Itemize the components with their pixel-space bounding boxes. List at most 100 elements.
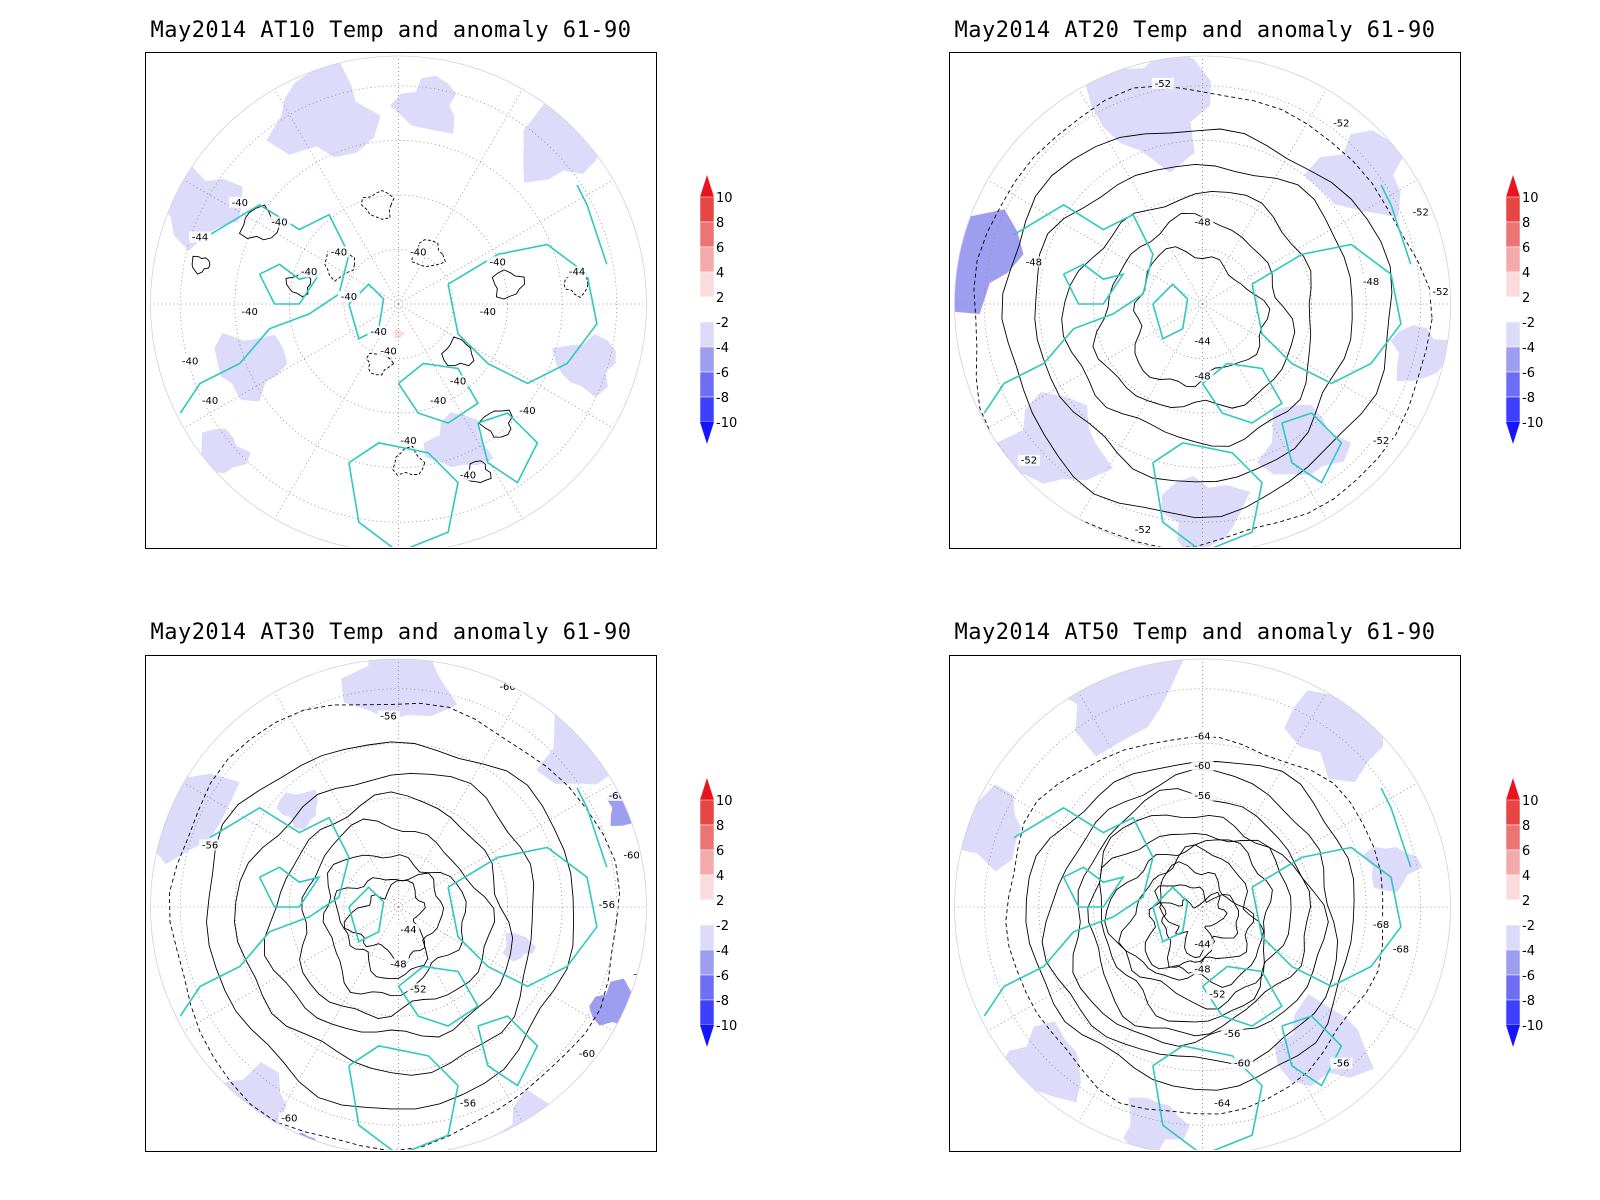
meridian-line bbox=[1202, 906, 1418, 1032]
temperature-contour bbox=[234, 772, 535, 1076]
contour-label: -44 bbox=[569, 267, 585, 278]
colorbar-tick-label: -2 bbox=[1522, 919, 1535, 934]
colorbar-arrow-top bbox=[1506, 175, 1520, 197]
coastline bbox=[1251, 243, 1402, 385]
contour-label: -60 bbox=[1234, 1059, 1250, 1070]
panel-title: May2014 AT50 Temp and anomaly 61-90 bbox=[954, 620, 1436, 645]
coastline bbox=[179, 806, 350, 1017]
colorbar-segment bbox=[699, 196, 715, 223]
coastline bbox=[983, 806, 1154, 1017]
colorbar-tick-label: -8 bbox=[1522, 994, 1535, 1009]
panel-title: May2014 AT10 Temp and anomaly 61-90 bbox=[150, 18, 632, 43]
colorbar-tick-label: 6 bbox=[716, 241, 724, 256]
meridian-line bbox=[1078, 692, 1203, 908]
colorbar-tick-label: -4 bbox=[716, 944, 729, 959]
contour-label: -60 bbox=[281, 1113, 297, 1124]
map-boundary bbox=[150, 55, 647, 547]
coastline bbox=[447, 243, 598, 385]
temperature-contour bbox=[973, 85, 1433, 547]
colorbar-segment bbox=[1505, 371, 1521, 398]
contour-label: -40 bbox=[480, 307, 496, 318]
map-frame: -40 -40 -40 -44 -40 -40 -40 -40 -44 -40 -40 -40 -40-… bbox=[145, 52, 657, 549]
anomaly-region bbox=[390, 75, 457, 134]
colorbar-tick-label: 8 bbox=[716, 819, 724, 834]
colorbar-tick-label: -8 bbox=[716, 391, 729, 406]
contour-label: -40 bbox=[400, 436, 416, 447]
colorbar-tick-label: 6 bbox=[1522, 844, 1530, 859]
contour-label: -56 bbox=[1194, 791, 1210, 802]
anomaly-colorbar: 10 8 6 4 2 -2 -4 -6 -8 -10 bbox=[699, 175, 760, 465]
colorbar-arrow-top bbox=[700, 175, 714, 197]
panel-title: May2014 AT30 Temp and anomaly 61-90 bbox=[150, 620, 632, 645]
contour-label: -40 bbox=[450, 376, 466, 387]
colorbar-tick-label: 10 bbox=[1522, 191, 1539, 206]
colorbar-tick-label: 10 bbox=[716, 191, 733, 206]
meridian-line bbox=[183, 303, 399, 429]
temperature-contour bbox=[1061, 190, 1312, 447]
meridian-line bbox=[1202, 692, 1327, 908]
meridian-line bbox=[1202, 782, 1418, 908]
temperature-contour bbox=[1118, 844, 1265, 988]
map-content: -60-56-60-56-60-56-44-48-52-60-60-56-60 bbox=[150, 659, 647, 1150]
colorbar-segment bbox=[699, 296, 715, 323]
panel-title: May2014 AT20 Temp and anomaly 61-90 bbox=[954, 18, 1436, 43]
temperature-contour bbox=[1104, 839, 1273, 1010]
meridian-line bbox=[1078, 89, 1203, 305]
coastline bbox=[397, 965, 479, 1027]
temperature-contour bbox=[1034, 163, 1353, 483]
coastline bbox=[1152, 283, 1189, 340]
anomaly-region bbox=[266, 59, 381, 158]
colorbar-segment bbox=[699, 246, 715, 273]
colorbar-arrow-bottom bbox=[1506, 1025, 1520, 1047]
temperature-contour bbox=[206, 741, 575, 1110]
meridian-line bbox=[1078, 906, 1203, 1122]
anomaly-region bbox=[214, 332, 288, 402]
colorbar-segment bbox=[699, 271, 715, 298]
colorbar-tick-label: 4 bbox=[1522, 266, 1530, 281]
polar-stereographic-map: -52 -52 -48 -48 -52 -48 -52 -44 -48 -52 -52 -52 bbox=[954, 55, 1451, 547]
colorbar-segment bbox=[699, 396, 715, 423]
colorbar-segment bbox=[1505, 824, 1521, 851]
coastline bbox=[348, 1045, 459, 1150]
polar-stereographic-map: -40-40-40-44-40-40-40-40-44-40-40-40-40-… bbox=[150, 55, 647, 547]
contour-label: -60 bbox=[579, 1049, 595, 1060]
meridian-line bbox=[398, 179, 614, 305]
meridian-line bbox=[987, 179, 1203, 305]
coastline bbox=[1281, 412, 1343, 484]
latitude-circle bbox=[1147, 249, 1258, 359]
temperature-contour bbox=[563, 272, 589, 298]
map-boundary bbox=[954, 55, 1451, 547]
meridian-line bbox=[1202, 303, 1327, 519]
contour-label: -68 bbox=[1393, 945, 1409, 956]
coastline bbox=[1152, 442, 1263, 547]
coastline bbox=[447, 846, 598, 988]
contour-label: -52 bbox=[1432, 287, 1448, 298]
anomaly-region bbox=[393, 329, 405, 339]
colorbar-segment bbox=[699, 949, 715, 976]
colorbar-segment bbox=[1505, 874, 1521, 901]
contour-label: -40 bbox=[410, 247, 426, 258]
colorbar-segment bbox=[1505, 899, 1521, 926]
meridian-line bbox=[398, 303, 523, 519]
temperature-contour bbox=[1001, 128, 1393, 519]
contour-label: -40 bbox=[341, 292, 357, 303]
anomaly-region bbox=[502, 932, 536, 962]
temperature-contour bbox=[1154, 884, 1239, 968]
coastline bbox=[1152, 1045, 1263, 1150]
meridian-line bbox=[398, 303, 614, 429]
anomaly-region bbox=[1303, 130, 1403, 217]
colorbar-segment bbox=[699, 346, 715, 373]
map-boundary bbox=[954, 658, 1451, 1150]
polar-stereographic-map: -60-56-60-56-60-56-44-48-52-60-60-56-60 bbox=[150, 658, 647, 1150]
temperature-contour bbox=[191, 255, 211, 275]
colorbar-tick-label: 4 bbox=[716, 266, 724, 281]
colorbar-segment bbox=[699, 874, 715, 901]
map-content: -52 -52 -48 -48 -52 -48 -52 -44 -48 -52 -52 -52 bbox=[954, 56, 1451, 547]
colorbar-segment bbox=[699, 999, 715, 1026]
colorbar-tick-label: -6 bbox=[1522, 366, 1535, 381]
meridian-line bbox=[398, 692, 523, 908]
colorbar-tick-label: -4 bbox=[716, 341, 729, 356]
contour-label: -48 bbox=[1363, 277, 1379, 288]
colorbar-segment bbox=[1505, 974, 1521, 1001]
contour-label: -40 bbox=[232, 198, 248, 209]
